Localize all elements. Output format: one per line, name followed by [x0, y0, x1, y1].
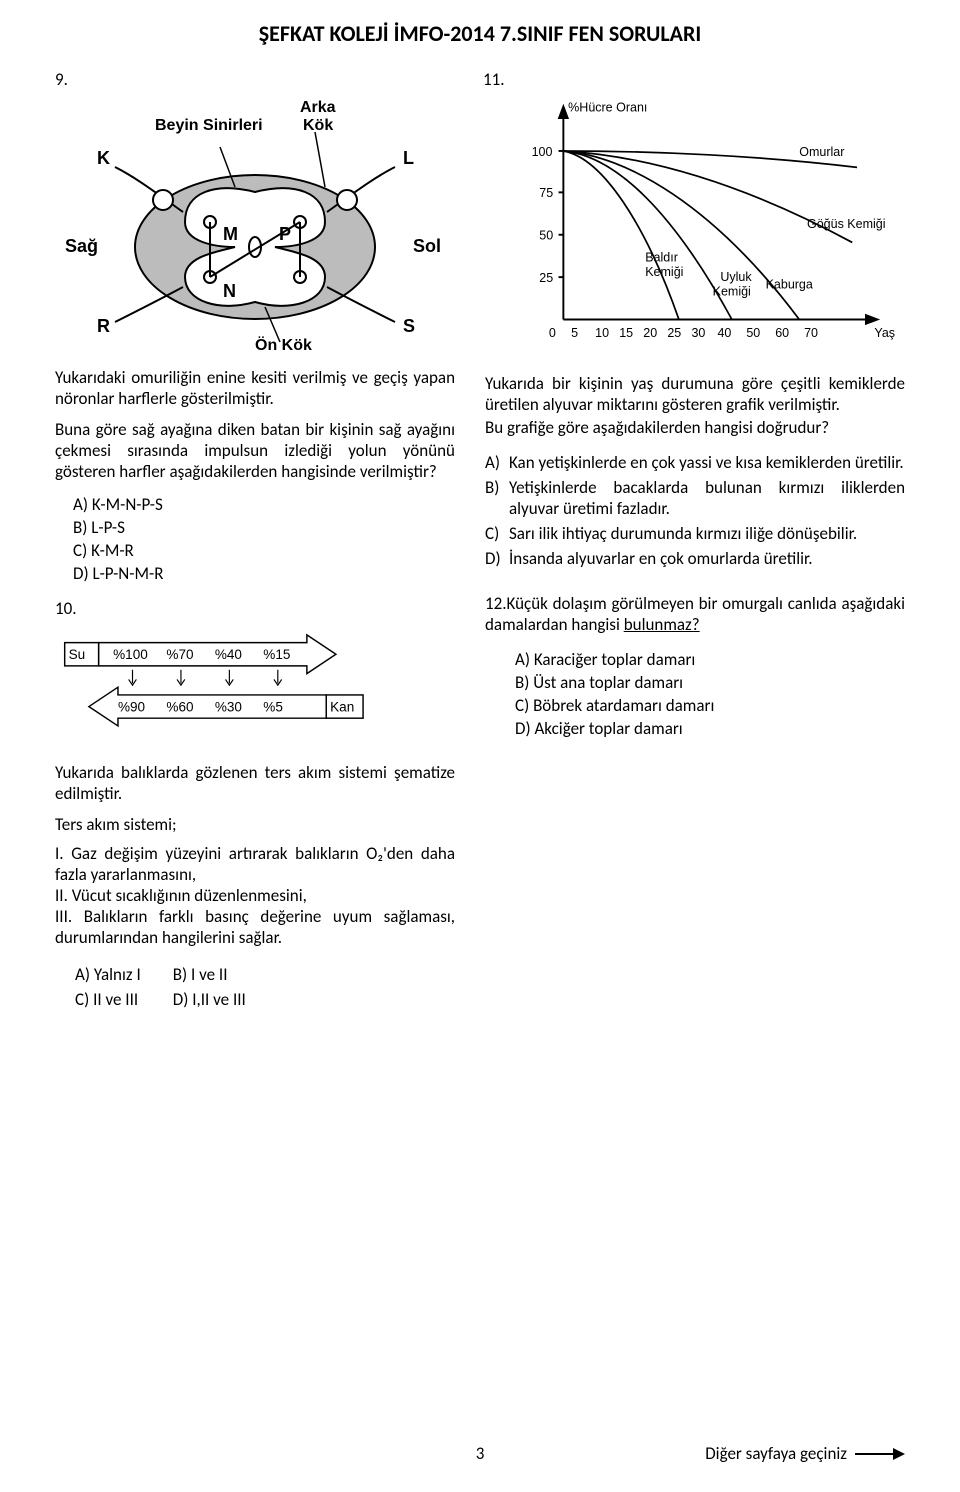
q9-opt-c: C) K-M-R [73, 540, 455, 561]
q10-opt-b: B) I ve II [173, 964, 276, 987]
svg-text:Kök: Kök [303, 117, 333, 134]
svg-text:0: 0 [549, 326, 556, 340]
svg-text:%15: %15 [263, 647, 290, 662]
svg-text:75: 75 [539, 186, 553, 200]
svg-text:Kaburga: Kaburga [766, 278, 813, 292]
svg-text:Uyluk: Uyluk [720, 270, 752, 284]
svg-text:%90: %90 [118, 699, 145, 714]
q12-opt-a: A) Karaciğer toplar damarı [515, 649, 905, 670]
q9-opt-b: B) L-P-S [73, 517, 455, 538]
svg-text:25: 25 [667, 326, 681, 340]
q11-opt-a: A) Kan yetişkinlerde en çok yassi ve kıs… [485, 452, 905, 473]
svg-text:%100: %100 [113, 647, 148, 662]
svg-text:10: 10 [595, 326, 609, 340]
svg-text:M: M [223, 224, 238, 244]
q10-text-2: Ters akım sistemi; [55, 814, 455, 835]
svg-text:Ön Kök: Ön Kök [255, 335, 312, 352]
svg-text:R: R [97, 316, 110, 336]
svg-text:P: P [279, 224, 291, 244]
svg-text:Yaş: Yaş [874, 326, 895, 340]
footer: Diğer sayfaya geçiniz [705, 1443, 905, 1464]
svg-text:40: 40 [717, 326, 731, 340]
q11-number: 11. [483, 69, 905, 90]
svg-text:Arka: Arka [300, 99, 336, 116]
svg-text:Kemiği: Kemiği [713, 284, 751, 298]
svg-text:%60: %60 [166, 699, 193, 714]
arrow-icon [855, 1447, 905, 1461]
q10-roman-iii: III. Balıkların farklı basınç değerine u… [55, 906, 455, 948]
svg-text:N: N [223, 281, 236, 301]
q12-opt-c: C) Böbrek atardamarı damarı [515, 695, 905, 716]
q10-options: A) Yalnız I B) I ve II C) II ve III D) I… [73, 962, 278, 1014]
q10-opt-a: A) Yalnız I [75, 964, 171, 987]
svg-text:L: L [403, 148, 414, 168]
svg-text:70: 70 [804, 326, 818, 340]
svg-text:Sol: Sol [413, 236, 441, 256]
svg-text:50: 50 [746, 326, 760, 340]
q9-options: A) K-M-N-P-S B) L-P-S C) K-M-R D) L-P-N-… [73, 494, 455, 584]
q9-diagram: K L R S M N P Sağ Sol Beyin Sinirleri Ar… [65, 92, 455, 357]
q11-options: A) Kan yetişkinlerde en çok yassi ve kıs… [485, 452, 905, 569]
svg-text:60: 60 [775, 326, 789, 340]
svg-text:Kan: Kan [330, 699, 354, 714]
page-header: ŞEFKAT KOLEJİ İMFO-2014 7.SINIF FEN SORU… [55, 20, 905, 47]
q12-options: A) Karaciğer toplar damarı B) Üst ana to… [515, 649, 905, 739]
q9-opt-a: A) K-M-N-P-S [73, 494, 455, 515]
q11-text-2: Bu grafiğe göre aşağıdakilerden hangisi … [485, 417, 905, 438]
svg-text:%30: %30 [215, 699, 242, 714]
svg-text:Su: Su [69, 647, 86, 662]
q11-text-1: Yukarıda bir kişinin yaş durumuna göre ç… [485, 373, 905, 415]
q11-opt-b: B) Yetişkinlerde bacaklarda bulunan kırm… [485, 477, 905, 519]
q12-stem: 12.Küçük dolaşım görülmeyen bir omurgalı… [485, 593, 905, 635]
q10-text-1: Yukarıda balıklarda gözlenen ters akım s… [55, 762, 455, 804]
svg-text:Kemiği: Kemiği [645, 265, 683, 279]
svg-text:K: K [97, 148, 110, 168]
svg-text:%40: %40 [215, 647, 242, 662]
q11-opt-d: D) İnsanda alyuvarlar en çok omurlarda ü… [485, 548, 905, 569]
svg-text:Baldır: Baldır [645, 251, 678, 265]
svg-text:100: 100 [532, 145, 553, 159]
q12-opt-d: D) Akciğer toplar damarı [515, 718, 905, 739]
q10-roman-ii: II. Vücut sıcaklığının düzenlenmesini, [55, 885, 455, 906]
svg-text:Beyin Sinirleri: Beyin Sinirleri [155, 117, 263, 134]
svg-text:30: 30 [691, 326, 705, 340]
svg-text:%5: %5 [263, 699, 283, 714]
q10-number: 10. [55, 598, 455, 619]
svg-text:15: 15 [619, 326, 633, 340]
svg-text:%Hücre Oranı: %Hücre Oranı [568, 100, 647, 114]
footer-text: Diğer sayfaya geçiniz [705, 1443, 847, 1464]
q10-diagram: Su Kan %100 %70 %40 %15 %90 %60 %30 %5 [55, 633, 455, 758]
q10-opt-d: D) I,II ve III [173, 989, 276, 1012]
q10-opt-c: C) II ve III [75, 989, 171, 1012]
q12-opt-b: B) Üst ana toplar damarı [515, 672, 905, 693]
svg-text:5: 5 [571, 326, 578, 340]
svg-text:%70: %70 [166, 647, 193, 662]
svg-text:Göğüs Kemiği: Göğüs Kemiği [807, 217, 886, 231]
q11-opt-c: C) Sarı ilik ihtiyaç durumunda kırmızı i… [485, 523, 905, 544]
svg-text:50: 50 [539, 229, 553, 243]
q9-text-1: Yukarıdaki omuriliğin enine kesiti veril… [55, 367, 455, 409]
q9-opt-d: D) L-P-N-M-R [73, 563, 455, 584]
q9-number: 9. [55, 69, 455, 90]
svg-text:25: 25 [539, 271, 553, 285]
q10-roman-i: I. Gaz değişim yüzeyini artırarak balıkl… [55, 843, 455, 885]
q9-text-2: Buna göre sağ ayağına diken batan bir ki… [55, 419, 455, 482]
svg-text:20: 20 [643, 326, 657, 340]
svg-text:Omurlar: Omurlar [799, 145, 844, 159]
q10-roman: I. Gaz değişim yüzeyini artırarak balıkl… [55, 843, 455, 948]
svg-text:S: S [403, 316, 415, 336]
q11-chart: %Hücre Oranı Yaş 100 75 50 25 0 5 10 15 … [503, 98, 905, 363]
svg-text:Sağ: Sağ [65, 236, 98, 256]
